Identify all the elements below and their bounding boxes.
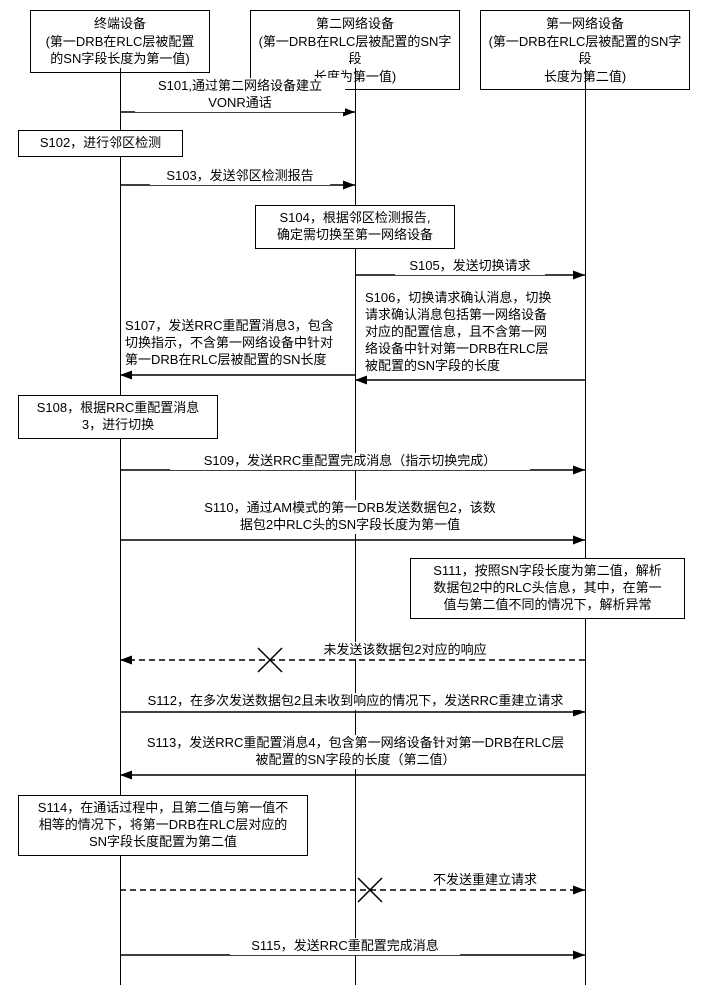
actor-terminal-l2: (第一DRB在RLC层被配置 xyxy=(46,34,195,49)
label-s101: S101,通过第二网络设备建立 VONR通话 xyxy=(135,78,345,112)
label-s107: S107，发送RRC重配置消息3，包含 切换指示，不含第一网络设备中针对 第一D… xyxy=(125,318,355,369)
actor-terminal: 终端设备 (第一DRB在RLC层被配置 的SN字段长度为第一值) xyxy=(30,10,210,73)
sequence-diagram: 终端设备 (第一DRB在RLC层被配置 的SN字段长度为第一值) 第二网络设备 … xyxy=(0,0,702,1000)
label-noresponse: 未发送该数据包2对应的响应 xyxy=(305,642,505,659)
actor-net1-l2: (第一DRB在RLC层被配置的SN字段 xyxy=(489,34,682,67)
actor-terminal-l1: 终端设备 xyxy=(94,16,146,31)
label-s113: S113，发送RRC重配置消息4，包含第一网络设备针对第一DRB在RLC层 被配… xyxy=(128,735,583,769)
actor-net2-l2: (第一DRB在RLC层被配置的SN字段 xyxy=(259,34,452,67)
actor-net1-l1: 第一网络设备 xyxy=(546,16,624,31)
box-s114: S114，在通话过程中，且第二值与第一值不 相等的情况下，将第一DRB在RLC层… xyxy=(18,795,308,856)
label-s112: S112，在多次发送数据包2且未收到响应的情况下，发送RRC重建立请求 xyxy=(128,693,583,710)
label-norebuild: 不发送重建立请求 xyxy=(420,872,550,889)
label-s110: S110，通过AM模式的第一DRB发送数据包2，该数 据包2中RLC头的SN字段… xyxy=(175,500,525,534)
actor-terminal-l3: 的SN字段长度为第一值) xyxy=(50,51,189,66)
label-s115: S115，发送RRC重配置完成消息 xyxy=(230,938,460,955)
box-s108: S108，根据RRC重配置消息 3，进行切换 xyxy=(18,395,218,439)
label-s106: S106，切换请求确认消息，切换 请求确认消息包括第一网络设备 对应的配置信息，… xyxy=(365,290,583,374)
label-s105: S105，发送切换请求 xyxy=(395,258,545,275)
label-s103: S103，发送邻区检测报告 xyxy=(150,168,330,185)
box-s102: S102，进行邻区检测 xyxy=(18,130,183,157)
lifeline-net1 xyxy=(585,68,586,985)
box-s104: S104，根据邻区检测报告, 确定需切换至第一网络设备 xyxy=(255,205,455,249)
box-s111: S111，按照SN字段长度为第二值，解析 数据包2中的RLC头信息，其中，在第一… xyxy=(410,558,685,619)
label-s109: S109，发送RRC重配置完成消息（指示切换完成） xyxy=(170,453,530,470)
actor-net2-l1: 第二网络设备 xyxy=(316,16,394,31)
